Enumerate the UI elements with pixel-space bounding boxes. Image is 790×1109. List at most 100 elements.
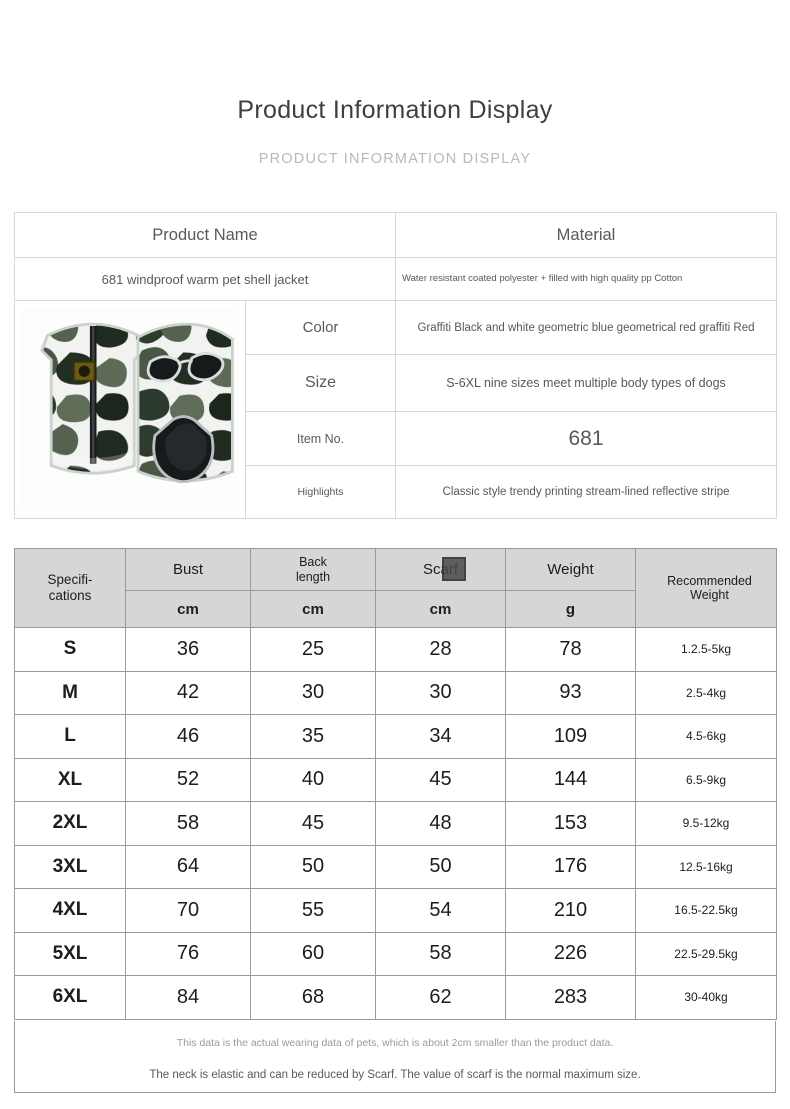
table-row: 6XL 84 68 62 283 30-40kg bbox=[14, 975, 777, 1020]
note-line-1: This data is the actual wearing data of … bbox=[176, 1037, 614, 1049]
cell-weight: 176 bbox=[505, 844, 636, 889]
cell-scarf: 28 bbox=[375, 627, 506, 672]
cell-size: 4XL bbox=[14, 888, 126, 933]
table-row: XL 52 40 45 144 6.5-9kg bbox=[14, 757, 777, 802]
cell-back-length: 35 bbox=[250, 714, 376, 759]
cell-recommended: 30-40kg bbox=[635, 975, 777, 1020]
material-text: Water resistant coated polyester + fille… bbox=[402, 272, 683, 284]
page-title: Product Information Display bbox=[237, 96, 553, 124]
product-image-cell bbox=[14, 300, 246, 519]
cell-back-length: 50 bbox=[250, 844, 376, 889]
cell-scarf: 62 bbox=[375, 975, 506, 1020]
jacket-back-view bbox=[136, 322, 234, 483]
cell-scarf: 45 bbox=[375, 757, 506, 802]
watermark-artifact-icon bbox=[442, 557, 466, 581]
table-row: 3XL 64 50 50 176 12.5-16kg bbox=[14, 844, 777, 889]
cell-weight: 144 bbox=[505, 757, 636, 802]
cell-scarf: 54 bbox=[375, 888, 506, 933]
cell-weight: 226 bbox=[505, 931, 636, 976]
table-row: S 36 25 28 78 1.2.5-5kg bbox=[14, 627, 777, 672]
jacket-front-view bbox=[40, 322, 146, 475]
cell-recommended: 2.5-4kg bbox=[635, 670, 777, 715]
cell-recommended: 22.5-29.5kg bbox=[635, 931, 777, 976]
cell-weight: 283 bbox=[505, 975, 636, 1020]
cell-bust: 46 bbox=[125, 714, 251, 759]
item-no-label: Item No. bbox=[245, 411, 396, 466]
cell-size: S bbox=[14, 627, 126, 672]
cell-recommended: 1.2.5-5kg bbox=[635, 627, 777, 672]
header-weight: Weight bbox=[505, 548, 636, 591]
cell-weight: 78 bbox=[505, 627, 636, 672]
cell-scarf: 58 bbox=[375, 931, 506, 976]
goggles-icon bbox=[146, 351, 225, 382]
cell-size: 2XL bbox=[14, 801, 126, 846]
material-header: Material bbox=[395, 212, 777, 258]
cell-back-length: 45 bbox=[250, 801, 376, 846]
unit-weight: g bbox=[505, 590, 636, 628]
cell-bust: 84 bbox=[125, 975, 251, 1020]
unit-scarf: cm bbox=[375, 590, 506, 628]
cell-bust: 42 bbox=[125, 670, 251, 715]
color-label: Color bbox=[245, 300, 396, 355]
cell-size: L bbox=[14, 714, 126, 759]
cell-weight: 153 bbox=[505, 801, 636, 846]
highlights-label: Highlights bbox=[245, 465, 396, 519]
page-subtitle: PRODUCT INFORMATION DISPLAY bbox=[258, 151, 532, 167]
cell-back-length: 25 bbox=[250, 627, 376, 672]
cell-recommended: 12.5-16kg bbox=[635, 844, 777, 889]
table-row: 5XL 76 60 58 226 22.5-29.5kg bbox=[14, 931, 777, 976]
product-table-row-color: Color Graffiti Black and white geometric… bbox=[14, 300, 777, 519]
cell-bust: 36 bbox=[125, 627, 251, 672]
product-photo bbox=[21, 308, 239, 511]
highlights-value: Classic style trendy printing stream-lin… bbox=[395, 465, 777, 519]
cell-back-length: 60 bbox=[250, 931, 376, 976]
product-table-header-row: Product Name Material bbox=[14, 212, 777, 258]
size-chart-header-row-1: Specifi-cations Bust Back length Scarf We… bbox=[14, 548, 777, 628]
unit-back-length: cm bbox=[250, 590, 376, 628]
cell-bust: 76 bbox=[125, 931, 251, 976]
cell-scarf: 50 bbox=[375, 844, 506, 889]
item-no-value: 681 bbox=[395, 411, 777, 466]
cell-back-length: 30 bbox=[250, 670, 376, 715]
cell-size: 6XL bbox=[14, 975, 126, 1020]
product-table-row-highlights: Highlights Classic style trendy printing… bbox=[15, 465, 777, 519]
cell-bust: 70 bbox=[125, 888, 251, 933]
size-chart-notes: This data is the actual wearing data of … bbox=[14, 1021, 776, 1093]
header-recommended-weight: Recommended Weight bbox=[635, 548, 777, 628]
cell-size: M bbox=[14, 670, 126, 715]
cell-recommended: 6.5-9kg bbox=[635, 757, 777, 802]
cell-size: XL bbox=[14, 757, 126, 802]
cell-back-length: 68 bbox=[250, 975, 376, 1020]
note-line-2: The neck is elastic and can be reduced b… bbox=[149, 1069, 641, 1081]
cell-recommended: 9.5-12kg bbox=[635, 801, 777, 846]
table-row: L 46 35 34 109 4.5-6kg bbox=[14, 714, 777, 759]
color-value: Graffiti Black and white geometric blue … bbox=[395, 300, 777, 355]
product-info-table: Product Name Material 681 windproof warm… bbox=[14, 212, 777, 519]
size-value: S-6XL nine sizes meet multiple body type… bbox=[395, 354, 777, 412]
cell-weight: 93 bbox=[505, 670, 636, 715]
cell-size: 5XL bbox=[14, 931, 126, 976]
cell-recommended: 16.5-22.5kg bbox=[635, 888, 777, 933]
cell-bust: 64 bbox=[125, 844, 251, 889]
header-back-length: Back length bbox=[250, 548, 376, 591]
material-value: Water resistant coated polyester + fille… bbox=[395, 257, 777, 301]
cell-back-length: 55 bbox=[250, 888, 376, 933]
product-name-value: 681 windproof warm pet shell jacket bbox=[14, 257, 396, 301]
size-chart-table: Specifi-cations Bust Back length Scarf We… bbox=[14, 548, 777, 1020]
cell-bust: 52 bbox=[125, 757, 251, 802]
table-row: 4XL 70 55 54 210 16.5-22.5kg bbox=[14, 888, 777, 933]
page-header: Product Information Display PRODUCT INFO… bbox=[0, 0, 790, 167]
size-chart-header-row-2: cm cm cm g bbox=[15, 590, 777, 628]
product-table-row-name: 681 windproof warm pet shell jacket Wate… bbox=[14, 257, 777, 301]
table-row: 2XL 58 45 48 153 9.5-12kg bbox=[14, 801, 777, 846]
cell-scarf: 30 bbox=[375, 670, 506, 715]
size-label: Size bbox=[245, 354, 396, 412]
cell-weight: 109 bbox=[505, 714, 636, 759]
table-row: M 42 30 30 93 2.5-4kg bbox=[14, 670, 777, 715]
header-specifications: Specifi-cations bbox=[14, 548, 126, 628]
cell-size: 3XL bbox=[14, 844, 126, 889]
product-table-row-size: Size S-6XL nine sizes meet multiple body… bbox=[15, 354, 777, 412]
cell-weight: 210 bbox=[505, 888, 636, 933]
unit-bust: cm bbox=[125, 590, 251, 628]
cell-bust: 58 bbox=[125, 801, 251, 846]
